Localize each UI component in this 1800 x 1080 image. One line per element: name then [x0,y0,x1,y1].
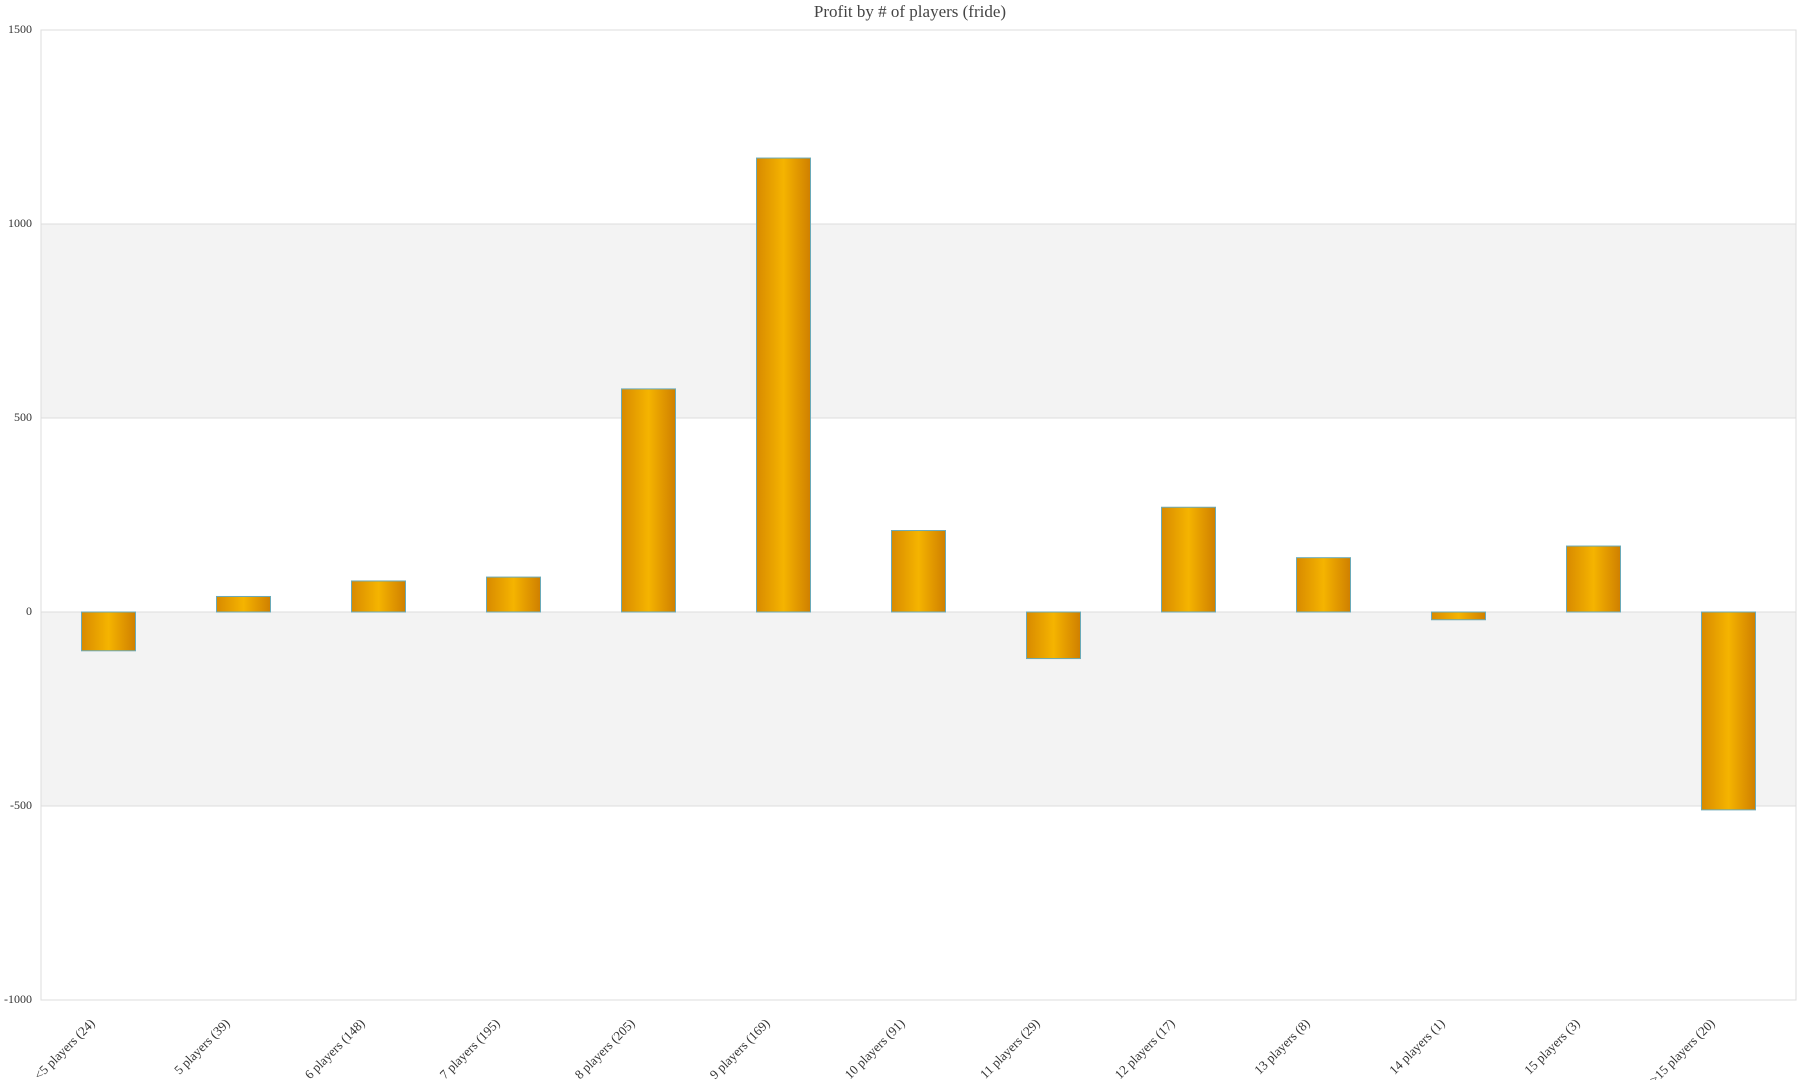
x-tick-label: 7 players (195) [436,1016,502,1080]
x-tick-label: 12 players (17) [1111,1016,1177,1080]
bar [621,388,676,613]
x-tick-label: 11 players (29) [977,1016,1043,1080]
bar [81,611,136,652]
bar [1026,611,1081,660]
background-band [41,612,1796,806]
bar [1431,611,1486,621]
y-tick-label: 1000 [8,216,32,230]
bar [1701,611,1756,811]
x-tick-label: <5 players (24) [31,1016,98,1080]
chart-title: Profit by # of players (fride) [814,2,1006,21]
y-tick-label: 500 [14,410,32,424]
bar [486,576,541,613]
background-band [41,224,1796,418]
y-tick-label: 1500 [8,22,32,36]
bar [351,580,406,613]
x-tick-label: 9 players (169) [706,1016,772,1080]
x-tick-label: 8 players (205) [571,1016,637,1080]
x-tick-label: 5 players (39) [171,1016,233,1078]
bar [1296,557,1351,613]
x-tick-label: >15 players (20) [1646,1016,1717,1080]
x-tick-label: 10 players (91) [841,1016,907,1080]
x-tick-label: 14 players (1) [1386,1016,1448,1078]
plot-frame [40,29,1797,1001]
x-tick-label: 6 players (148) [301,1016,367,1080]
y-tick-label: -500 [10,798,32,812]
bar [216,595,271,613]
bar [1566,545,1621,613]
y-tick-label: 0 [26,604,32,618]
bar [756,157,811,613]
bar [1161,506,1216,613]
x-tick-label: 15 players (3) [1521,1016,1583,1078]
x-tick-label: 13 players (8) [1251,1016,1313,1078]
bar [891,530,946,613]
y-tick-label: -1000 [4,992,32,1006]
